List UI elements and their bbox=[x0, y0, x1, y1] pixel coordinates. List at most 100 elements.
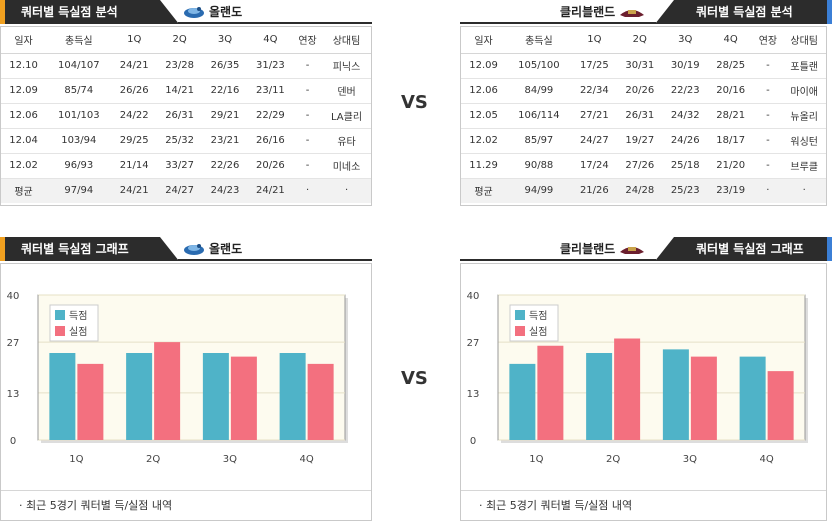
table-cell: 26/31 bbox=[617, 103, 663, 129]
left-team-name: 올랜도 bbox=[209, 5, 243, 19]
table-cell: 24/27 bbox=[571, 128, 618, 154]
table-cell: 12.02 bbox=[1, 153, 47, 179]
table-row: 12.09 85/74 26/26 14/21 22/16 23/11- 덴버 bbox=[1, 78, 371, 104]
x-tick-label: 4Q bbox=[300, 454, 314, 465]
column-header: 4Q bbox=[707, 27, 754, 54]
table-cell: 마이애 bbox=[782, 78, 826, 104]
table-cell: 26/16 bbox=[247, 128, 294, 154]
table-cell: 30/31 bbox=[617, 53, 663, 79]
column-header: 연장 bbox=[293, 27, 323, 54]
table-cell: 33/27 bbox=[156, 153, 203, 179]
column-header: 3Q bbox=[662, 27, 708, 54]
left-header-line bbox=[178, 22, 372, 24]
table-cell: 12.02 bbox=[461, 128, 507, 154]
right-team-label: 클리블랜드 bbox=[560, 3, 645, 21]
bar-allowed bbox=[230, 356, 257, 440]
table-row: 12.09 105/100 17/25 30/31 30/19 28/25- 포틀랜 bbox=[461, 53, 826, 79]
right-analysis-panel: 클리블랜드 쿼터별 득실점 분석 일자 총득실 1Q 2Q 3Q 4Q 연장 상… bbox=[460, 0, 832, 206]
right-graph-title: 쿼터별 득실점 그래프 bbox=[674, 237, 827, 261]
table-cell: 12.04 bbox=[1, 128, 47, 154]
table-cell: 106/114 bbox=[506, 103, 572, 129]
table-cell: 12.05 bbox=[461, 103, 507, 129]
cavaliers-logo-icon bbox=[619, 5, 645, 19]
table-cell: - bbox=[753, 78, 783, 104]
table-cell: 26/26 bbox=[111, 78, 157, 104]
column-header: 1Q bbox=[111, 27, 157, 54]
column-header: 연장 bbox=[753, 27, 783, 54]
table-cell: 90/88 bbox=[506, 153, 572, 179]
right-graph-team-name: 클리블랜드 bbox=[560, 242, 616, 256]
table-cell: 12.09 bbox=[1, 78, 47, 104]
table-cell: 27/26 bbox=[617, 153, 663, 179]
table-cell: 12.06 bbox=[461, 78, 507, 104]
table-cell: 브루클 bbox=[782, 153, 826, 179]
table-cell: 평균 bbox=[461, 178, 507, 203]
table-cell: 103/94 bbox=[46, 128, 112, 154]
right-graph-header-line bbox=[460, 259, 656, 261]
cavaliers-logo-icon bbox=[619, 242, 645, 256]
table-header-row: 일자 총득실 1Q 2Q 3Q 4Q 연장 상대팀 bbox=[461, 27, 826, 54]
left-graph-title: 쿼터별 득실점 그래프 bbox=[5, 237, 160, 261]
column-header: 4Q bbox=[247, 27, 294, 54]
right-graph-team-label: 클리블랜드 bbox=[560, 240, 645, 258]
right-header-slant bbox=[655, 0, 675, 24]
bar-allowed bbox=[307, 363, 334, 440]
table-cell: 23/11 bbox=[247, 78, 294, 104]
bar-score bbox=[509, 363, 536, 440]
table-cell: 20/16 bbox=[707, 78, 754, 104]
bar-allowed bbox=[767, 371, 794, 440]
table-cell: 평균 bbox=[1, 178, 47, 203]
table-cell: - bbox=[293, 103, 323, 129]
table-cell: 24/21 bbox=[111, 178, 157, 203]
right-header-line bbox=[460, 22, 656, 24]
legend-label: 실점 bbox=[529, 326, 547, 338]
table-cell: 84/99 bbox=[506, 78, 572, 104]
y-tick-label: 13 bbox=[467, 389, 480, 400]
bar-allowed bbox=[154, 342, 181, 440]
x-tick-label: 2Q bbox=[146, 454, 160, 465]
left-analysis-panel: 쿼터별 득실점 분석 올랜도 일자 총득실 1Q 2Q 3Q 4Q 연장 상대팀… bbox=[0, 0, 372, 206]
average-row: 평균 97/94 24/21 24/27 24/23 24/21 · · bbox=[1, 178, 371, 203]
table-cell: 29/21 bbox=[202, 103, 248, 129]
table-row: 12.04 103/94 29/25 25/32 23/21 26/16- 유타 bbox=[1, 128, 371, 154]
column-header: 상대팀 bbox=[322, 27, 371, 54]
table-cell: - bbox=[293, 78, 323, 104]
table-cell: 85/74 bbox=[46, 78, 112, 104]
column-header: 일자 bbox=[461, 27, 507, 54]
table-cell: 24/28 bbox=[617, 178, 663, 203]
table-cell: 21/26 bbox=[571, 178, 618, 203]
table-cell: 24/23 bbox=[202, 178, 248, 203]
legend-label: 득점 bbox=[69, 310, 87, 322]
table-cell: 28/21 bbox=[707, 103, 754, 129]
table-cell: 105/100 bbox=[506, 53, 572, 79]
column-header: 총득실 bbox=[46, 27, 112, 54]
y-tick-label: 40 bbox=[467, 291, 480, 302]
bar-score bbox=[586, 353, 613, 440]
table-cell: 22/16 bbox=[202, 78, 248, 104]
table-row: 12.06 101/103 24/22 26/31 29/21 22/29- LA클리 bbox=[1, 103, 371, 129]
column-header: 1Q bbox=[571, 27, 618, 54]
left-footnote: · 최근 5경기 쿼터별 득/실점 내역 bbox=[1, 490, 371, 520]
y-tick-label: 0 bbox=[10, 436, 16, 447]
table-cell: 11.29 bbox=[461, 153, 507, 179]
table-row: 12.02 85/97 24/27 19/27 24/26 18/17- 워싱턴 bbox=[461, 128, 826, 154]
table-cell: 22/26 bbox=[202, 153, 248, 179]
legend-swatch bbox=[55, 310, 65, 320]
column-header: 일자 bbox=[1, 27, 47, 54]
left-graph-team-name: 올랜도 bbox=[209, 242, 243, 256]
bar-score bbox=[126, 353, 153, 440]
table-cell: 96/93 bbox=[46, 153, 112, 179]
table-cell: 18/17 bbox=[707, 128, 754, 154]
right-chart-box: 0 13 27 40 1Q 2Q 3Q 4Q 득점 실점 · 최근 5경기 쿼터별 득/실점 내역 bbox=[460, 263, 827, 521]
table-cell: - bbox=[753, 128, 783, 154]
table-cell: 28/25 bbox=[707, 53, 754, 79]
table-cell: 22/29 bbox=[247, 103, 294, 129]
left-header-accent bbox=[0, 0, 5, 24]
table-cell: 뉴올리 bbox=[782, 103, 826, 129]
vs-label-top: VS bbox=[401, 92, 428, 113]
table-cell: 24/32 bbox=[662, 103, 708, 129]
average-row: 평균 94/99 21/26 24/28 25/23 23/19 · · bbox=[461, 178, 826, 203]
table-cell: · bbox=[753, 178, 783, 203]
table-cell: 30/19 bbox=[662, 53, 708, 79]
